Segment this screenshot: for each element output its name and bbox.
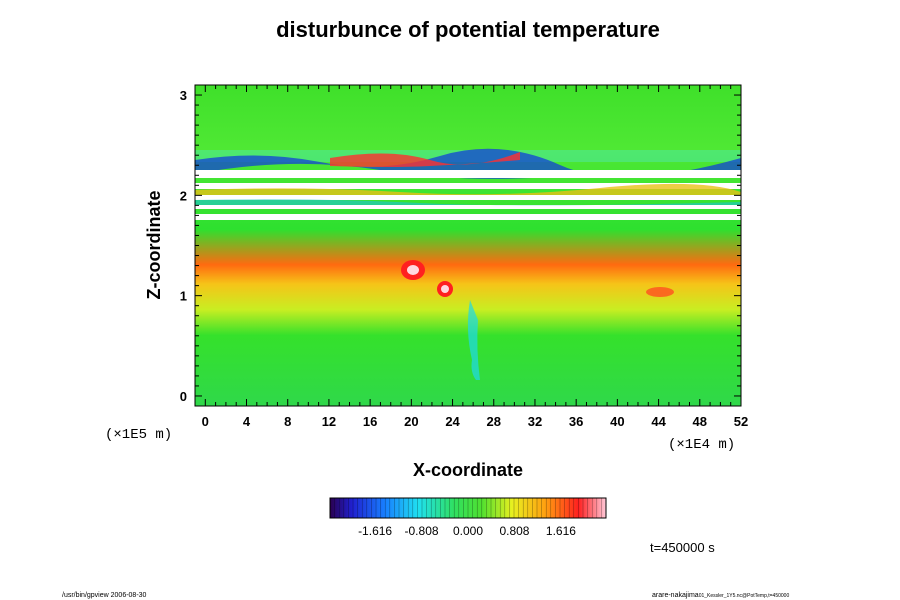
footer-right-small: 01_Kessler_1Y5.nc@PotTemp,t=450000	[699, 593, 790, 599]
mixed-layer-yellow	[195, 183, 741, 195]
x-tick-label: 0	[202, 414, 209, 429]
footer-right-main: arare-nakajima	[652, 592, 699, 599]
y-tick-label: 2	[180, 188, 187, 203]
x-tick-label: 20	[404, 414, 418, 429]
colorbar-tick-label: -0.808	[405, 524, 439, 538]
x-tick-marks	[194, 85, 742, 406]
footer-right: arare-nakajima01_Kessler_1Y5.nc@PotTemp,…	[652, 592, 789, 599]
chart-title: disturbunce of potential temperature	[276, 17, 660, 42]
x-tick-label: 4	[243, 414, 251, 429]
footer-left: /usr/bin/gpview 2006-08-30	[62, 592, 147, 599]
saturated-layer-4	[195, 205, 741, 209]
saturated-layer-2	[195, 183, 741, 189]
colorbar-divisions	[334, 498, 602, 518]
time-label: t=450000 s	[650, 540, 715, 555]
colorbar-tick-label: 0.000	[453, 524, 483, 538]
saturated-layer-5	[195, 214, 741, 220]
x-axis-title: X-coordinate	[413, 460, 523, 480]
x-tick-label: 24	[445, 414, 460, 429]
colorbar-tick-label: 0.808	[499, 524, 529, 538]
x-tick-label: 12	[322, 414, 336, 429]
x-tick-label: 44	[651, 414, 666, 429]
x-scale-note: (×1E4 m)	[668, 437, 735, 453]
saturated-layer-3	[195, 195, 741, 200]
x-tick-label: 8	[284, 414, 291, 429]
convective-bubble-1-core	[407, 265, 419, 275]
x-tick-label: 52	[734, 414, 748, 429]
convective-bubble-3	[646, 287, 674, 297]
y-tick-label: 1	[180, 289, 187, 304]
convective-bubble-2-core	[441, 285, 449, 293]
wave-band-red	[330, 152, 520, 167]
x-tick-label: 32	[528, 414, 542, 429]
colorbar-tick-label: 1.616	[546, 524, 576, 538]
heatmap-field	[195, 85, 741, 406]
mixed-layer-cyan	[195, 199, 741, 206]
x-tick-label: 40	[610, 414, 624, 429]
z-scale-note: (×1E5 m)	[105, 427, 172, 443]
y-axis-title: Z-coordinate	[144, 190, 164, 299]
y-tick-label: 0	[180, 389, 187, 404]
x-tick-label: 48	[693, 414, 707, 429]
saturated-layer-1	[195, 170, 741, 178]
colorbar-tick-labels: -1.616 -0.808 0.000 0.808 1.616	[358, 524, 576, 538]
x-tick-label: 28	[487, 414, 501, 429]
cold-plume	[467, 300, 480, 380]
x-tick-labels: 0 4 8 12 16 20 24 28 32 36 40 44 48 52	[202, 414, 749, 429]
y-tick-marks	[195, 84, 741, 397]
x-tick-label: 16	[363, 414, 377, 429]
heatmap-background	[195, 85, 741, 406]
colorbar-tick-label: -1.616	[358, 524, 392, 538]
y-tick-labels: 0 1 2 3	[180, 88, 187, 404]
y-tick-label: 3	[180, 88, 187, 103]
x-tick-label: 36	[569, 414, 583, 429]
